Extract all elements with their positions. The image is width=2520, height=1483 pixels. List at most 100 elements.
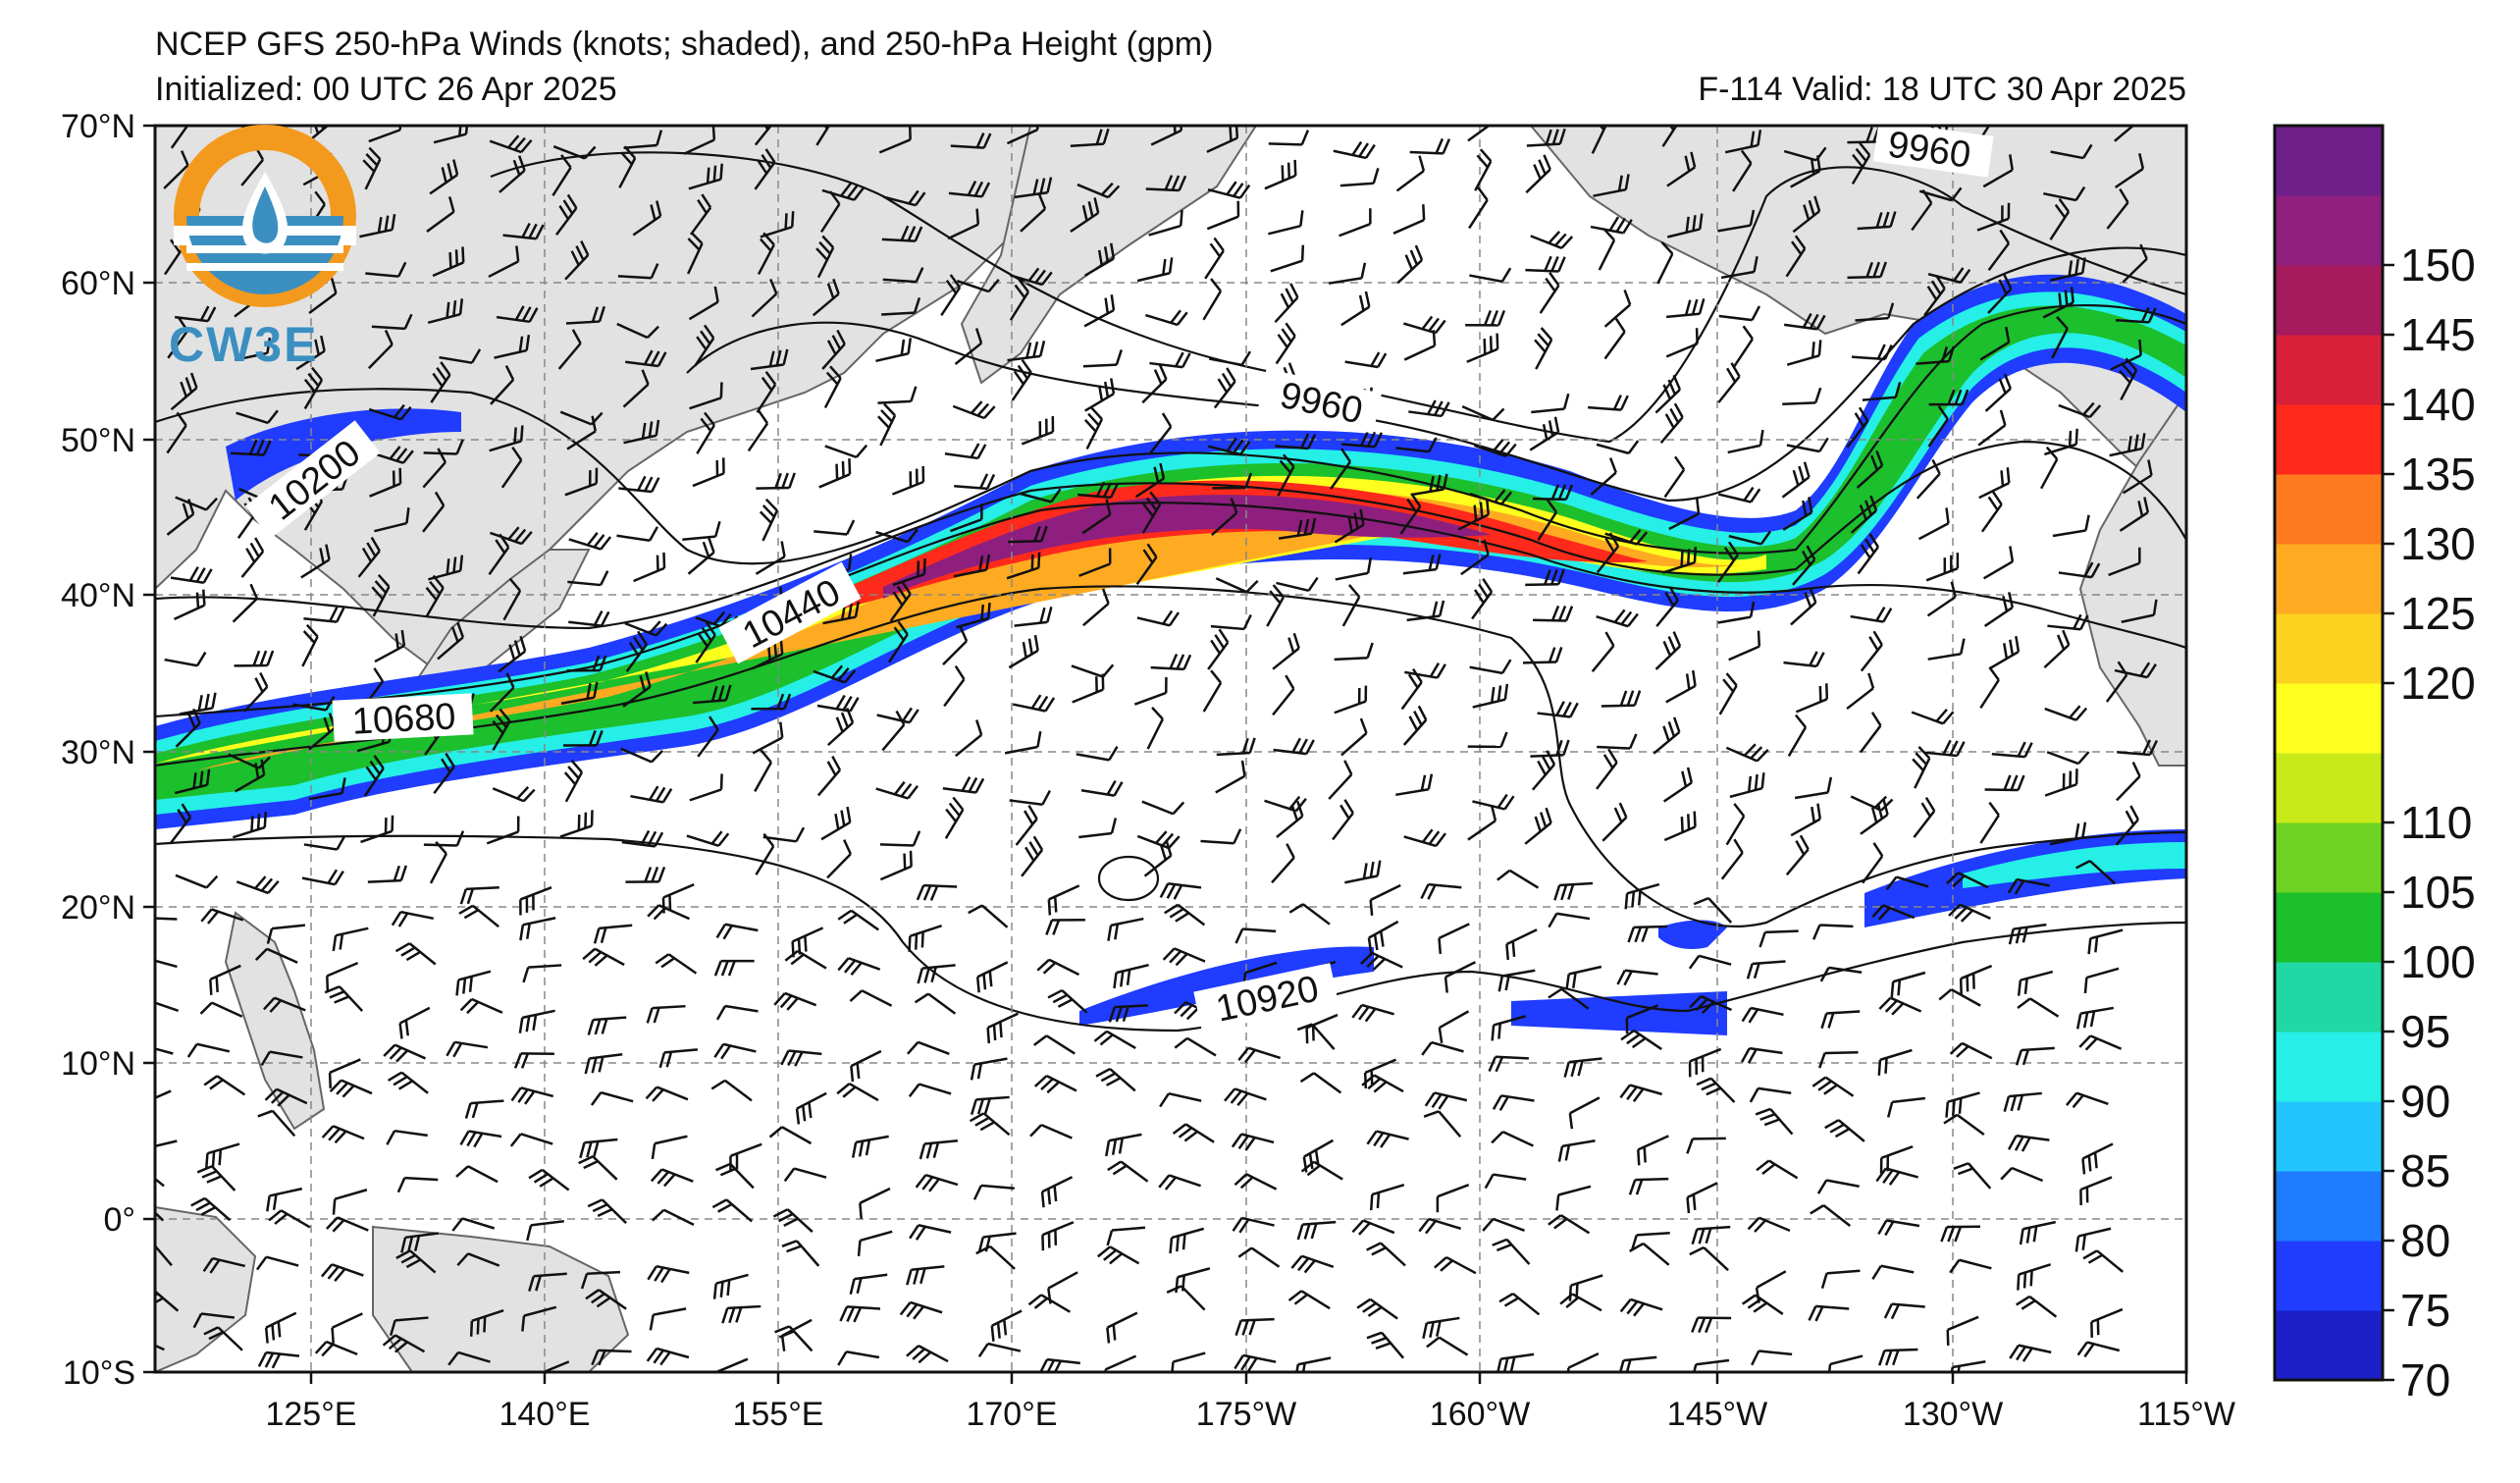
- wind-barb: [1530, 231, 1574, 249]
- lon-labels: 125°E 140°E 155°E 170°E 175°W 160°W 145°…: [265, 1396, 2234, 1433]
- wind-barb: [2008, 923, 2047, 945]
- wind-barb: [1460, 539, 1490, 576]
- wind-barb: [1268, 210, 1304, 236]
- wind-barb: [1557, 1139, 1596, 1162]
- wind-barb: [1334, 508, 1365, 544]
- wind-barb: [186, 1042, 231, 1058]
- wind-barb: [398, 1006, 431, 1039]
- wind-barb: [170, 126, 189, 149]
- wind-barb: [1654, 631, 1682, 670]
- wind-barb: [1093, 1030, 1136, 1050]
- wind-barb: [839, 1305, 881, 1323]
- wind-barb: [1145, 175, 1187, 192]
- wind-barb: [1938, 988, 1981, 1007]
- wind-barb: [1457, 499, 1491, 531]
- wind-barb: [1818, 1050, 1859, 1069]
- wind-barb: [2015, 1046, 2055, 1066]
- wind-barb: [1759, 929, 1799, 948]
- wind-barb: [367, 865, 408, 883]
- wind-barb: [499, 155, 526, 193]
- wind-barb: [857, 1230, 893, 1256]
- init-time: Initialized: 00 UTC 26 Apr 2025: [155, 71, 617, 108]
- wind-barb: [1790, 803, 1822, 837]
- wind-barb: [568, 610, 610, 627]
- wind-barb: [295, 335, 326, 371]
- wind-barb: [1686, 1182, 1718, 1214]
- wind-barb: [1014, 607, 1053, 627]
- wind-barb: [371, 573, 391, 617]
- wind-barb: [1339, 208, 1372, 238]
- wind-barb: [1596, 748, 1618, 790]
- wind-barb: [167, 317, 189, 359]
- wind-barb: [1597, 733, 1638, 750]
- wind-barb: [494, 335, 531, 359]
- lon-label: 170°E: [966, 1396, 1057, 1433]
- wind-barb: [952, 400, 996, 420]
- wind-barb: [1340, 291, 1371, 327]
- wind-barb: [1467, 805, 1497, 841]
- wind-barb: [623, 130, 663, 149]
- wind-barb: [1596, 440, 1640, 455]
- wind-barb: [754, 126, 773, 146]
- wind-barb: [394, 942, 437, 966]
- wind-barb: [948, 181, 991, 198]
- wind-barb: [360, 815, 394, 844]
- wind-barb: [1755, 1107, 1794, 1136]
- wind-barb: [2040, 446, 2059, 490]
- wind-barb: [593, 924, 633, 944]
- wind-barb: [1082, 349, 1123, 368]
- wind-barb: [1746, 960, 1786, 980]
- wind-barb: [1950, 1360, 1986, 1372]
- wind-barb: [255, 1255, 299, 1271]
- wind-barb: [1107, 917, 1144, 941]
- wind-barb: [1426, 1336, 1469, 1356]
- wind-barb: [849, 989, 893, 1007]
- wind-barb: [204, 1142, 240, 1170]
- wind-barb: [591, 1349, 632, 1366]
- wind-barb: [1533, 605, 1574, 622]
- wind-barb: [1299, 1072, 1342, 1094]
- wind-barb: [1467, 731, 1508, 749]
- wind-barb: [557, 329, 582, 370]
- wind-barb: [1143, 840, 1173, 877]
- wind-barb: [1820, 1269, 1861, 1290]
- wind-barb: [622, 671, 652, 708]
- wind-barb: [1270, 244, 1305, 273]
- wind-barb: [1472, 793, 1515, 811]
- wind-barb: [1266, 584, 1286, 627]
- wind-barb: [620, 747, 664, 764]
- wind-barb: [264, 1311, 297, 1344]
- wind-barb: [1008, 525, 1048, 544]
- wind-barb: [363, 755, 385, 797]
- wind-barb: [1662, 547, 1698, 574]
- wind-barb: [1529, 416, 1560, 451]
- wind-barb: [1979, 326, 2011, 361]
- wind-barb: [1275, 433, 1317, 450]
- wind-barb: [554, 193, 578, 236]
- wind-barb: [826, 839, 852, 879]
- wind-barb: [1366, 1130, 1409, 1148]
- wind-barb: [1945, 872, 1989, 889]
- wind-barb: [1916, 458, 1941, 500]
- wind-barb: [1850, 495, 1878, 534]
- map-title: NCEP GFS 250-hPa Winds (knots; shaded), …: [155, 26, 1214, 63]
- wind-barb: [2042, 287, 2074, 319]
- wind-barb: [1461, 404, 1505, 422]
- lat-label: 50°N: [61, 422, 135, 459]
- wind-barb: [1732, 149, 1753, 192]
- wind-barb: [1653, 716, 1681, 755]
- wind-barb: [587, 1016, 627, 1035]
- wind-barb: [1106, 1311, 1138, 1344]
- wind-barb: [621, 829, 664, 848]
- wind-barb: [1164, 903, 1206, 927]
- wind-barb: [367, 329, 394, 370]
- wind-barb: [1232, 1216, 1275, 1234]
- wind-barb: [199, 1001, 243, 1018]
- wind-barb: [1272, 632, 1300, 670]
- wind-barb: [565, 305, 606, 325]
- wind-barb: [308, 777, 346, 801]
- wind-barb: [1977, 409, 2007, 447]
- wind-barb: [1276, 576, 1319, 593]
- valid-time: F-114 Valid: 18 UTC 30 Apr 2025: [1698, 71, 2186, 108]
- wind-barb: [756, 370, 777, 413]
